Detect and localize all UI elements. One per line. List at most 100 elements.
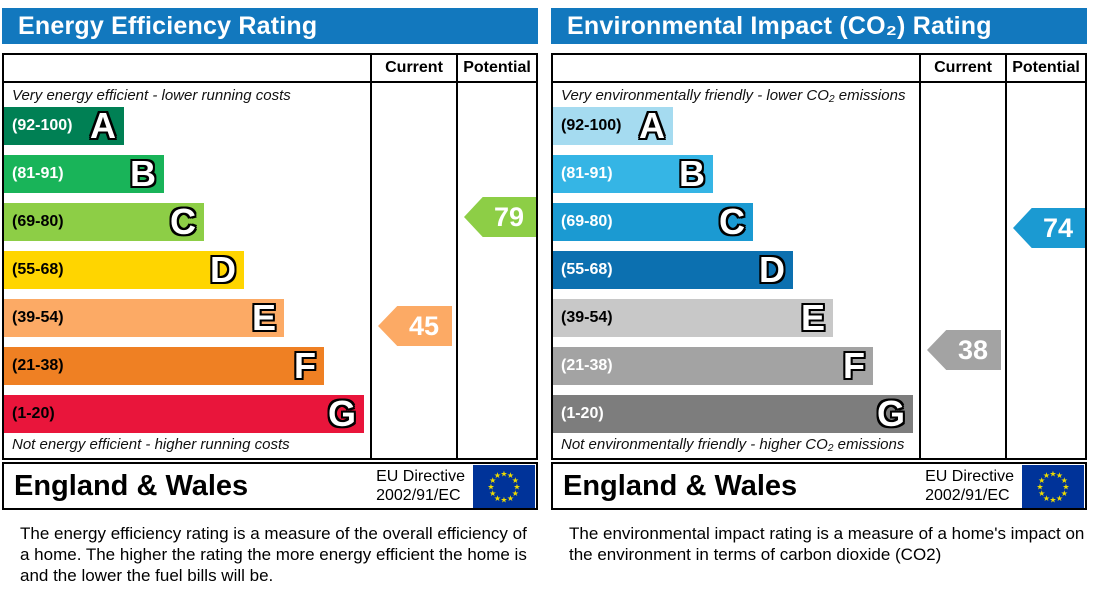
eu-directive-label: EU Directive 2002/91/EC	[925, 467, 1022, 505]
band-row-g: (1-20) G	[553, 395, 919, 433]
potential-column-header: Potential	[1012, 59, 1080, 76]
band-row-e: (39-54) E	[553, 299, 919, 337]
svg-text:★: ★	[512, 476, 519, 485]
band-g: (1-20) G	[553, 395, 913, 433]
column-divider	[919, 55, 921, 458]
svg-text:★: ★	[512, 489, 519, 498]
band-e: (39-54) E	[553, 299, 833, 337]
band-range-label: (21-38)	[561, 357, 613, 374]
column-divider	[456, 55, 458, 458]
svg-text:★: ★	[1056, 471, 1063, 480]
band-range-label: (69-80)	[12, 213, 64, 230]
band-row-e: (39-54) E	[4, 299, 370, 337]
band-letter: C	[719, 201, 745, 242]
environmental-rating-table: Current Potential Very environmentally f…	[551, 53, 1087, 460]
band-d: (55-68) D	[4, 251, 244, 289]
svg-text:★: ★	[1062, 482, 1069, 491]
band-row-f: (21-38) F	[4, 347, 370, 385]
band-letter: F	[294, 345, 316, 386]
svg-text:★: ★	[1061, 489, 1068, 498]
svg-text:★: ★	[1049, 469, 1056, 478]
band-list: (92-100) A (81-91) B (69-80) C	[4, 107, 370, 433]
band-range-label: (55-68)	[561, 261, 613, 278]
band-row-b: (81-91) B	[4, 155, 370, 193]
band-range-label: (21-38)	[12, 357, 64, 374]
band-range-label: (39-54)	[12, 309, 64, 326]
svg-text:★: ★	[494, 471, 501, 480]
column-divider	[1005, 55, 1007, 458]
band-g: (1-20) G	[4, 395, 364, 433]
environmental-band-chart: Very environmentally friendly - lower CO…	[553, 83, 919, 458]
band-letter: E	[800, 297, 825, 338]
svg-text:★: ★	[1043, 471, 1050, 480]
band-range-label: (69-80)	[561, 213, 613, 230]
band-range-label: (55-68)	[12, 261, 64, 278]
energy-panel-title: Energy Efficiency Rating	[2, 8, 538, 44]
region-bar: England & Wales EU Directive 2002/91/EC …	[2, 462, 538, 510]
eu-flag-icon: ★ ★ ★ ★ ★ ★ ★ ★ ★ ★ ★ ★	[1022, 464, 1084, 508]
svg-text:★: ★	[1061, 476, 1068, 485]
top-caption: Very environmentally friendly - lower CO…	[561, 87, 906, 104]
header-divider	[4, 81, 536, 83]
environmental-panel-title: Environmental Impact (CO₂) Rating	[551, 8, 1087, 44]
current-rating-arrow: 38	[927, 330, 1001, 370]
band-letter: D	[759, 249, 785, 290]
eu-flag-icon: ★ ★ ★ ★ ★ ★ ★ ★ ★ ★ ★ ★	[473, 464, 535, 508]
current-rating-value: 38	[957, 334, 989, 365]
current-column-header: Current	[934, 59, 992, 76]
current-rating-value: 45	[408, 310, 440, 341]
environmental-impact-panel: Environmental Impact (CO₂) Rating Curren…	[551, 8, 1087, 565]
band-row-c: (69-80) C	[553, 203, 919, 241]
environmental-panel-description: The environmental impact rating is a mea…	[569, 524, 1085, 564]
current-rating-arrow: 45	[378, 306, 452, 346]
band-range-label: (81-91)	[12, 165, 64, 182]
svg-text:★: ★	[500, 469, 507, 478]
band-letter: E	[251, 297, 276, 338]
eu-directive-line2: 2002/91/EC	[925, 487, 1010, 504]
band-range-label: (1-20)	[561, 405, 604, 422]
band-b: (81-91) B	[553, 155, 713, 193]
region-name: England & Wales	[563, 469, 798, 502]
band-letter: A	[639, 105, 665, 146]
band-e: (39-54) E	[4, 299, 284, 337]
band-f: (21-38) F	[4, 347, 324, 385]
band-letter: B	[679, 153, 705, 194]
potential-column-header: Potential	[463, 59, 531, 76]
band-letter: A	[90, 105, 116, 146]
band-letter: D	[210, 249, 236, 290]
svg-text:★: ★	[1043, 493, 1050, 502]
svg-text:★: ★	[489, 489, 496, 498]
svg-text:★: ★	[494, 493, 501, 502]
svg-text:★: ★	[489, 476, 496, 485]
eu-directive-label: EU Directive 2002/91/EC	[376, 467, 473, 505]
energy-panel-description: The energy efficiency rating is a measur…	[20, 524, 527, 585]
energy-rating-table: Current Potential Very energy efficient …	[2, 53, 538, 460]
band-row-a: (92-100) A	[4, 107, 370, 145]
band-range-label: (92-100)	[561, 117, 622, 134]
band-letter: F	[843, 345, 865, 386]
energy-efficiency-panel: Energy Efficiency Rating Current Potenti…	[2, 8, 538, 586]
svg-text:★: ★	[1056, 493, 1063, 502]
top-caption: Very energy efficient - lower running co…	[12, 87, 291, 104]
band-row-c: (69-80) C	[4, 203, 370, 241]
svg-text:★: ★	[507, 493, 514, 502]
svg-text:★: ★	[513, 482, 520, 491]
band-row-f: (21-38) F	[553, 347, 919, 385]
band-a: (92-100) A	[553, 107, 673, 145]
svg-text:★: ★	[1038, 489, 1045, 498]
band-a: (92-100) A	[4, 107, 124, 145]
eu-directive-line2: 2002/91/EC	[376, 487, 461, 504]
potential-rating-arrow: 74	[1013, 208, 1085, 248]
column-divider	[370, 55, 372, 458]
energy-band-chart: Very energy efficient - lower running co…	[4, 83, 370, 458]
band-d: (55-68) D	[553, 251, 793, 289]
band-range-label: (81-91)	[561, 165, 613, 182]
svg-text:★: ★	[1036, 482, 1043, 491]
band-range-label: (1-20)	[12, 405, 55, 422]
bottom-caption: Not energy efficient - higher running co…	[12, 436, 290, 453]
band-range-label: (92-100)	[12, 117, 73, 134]
band-list: (92-100) A (81-91) B (69-80) C	[553, 107, 919, 433]
band-row-d: (55-68) D	[4, 251, 370, 289]
eu-directive-line1: EU Directive	[925, 468, 1014, 485]
